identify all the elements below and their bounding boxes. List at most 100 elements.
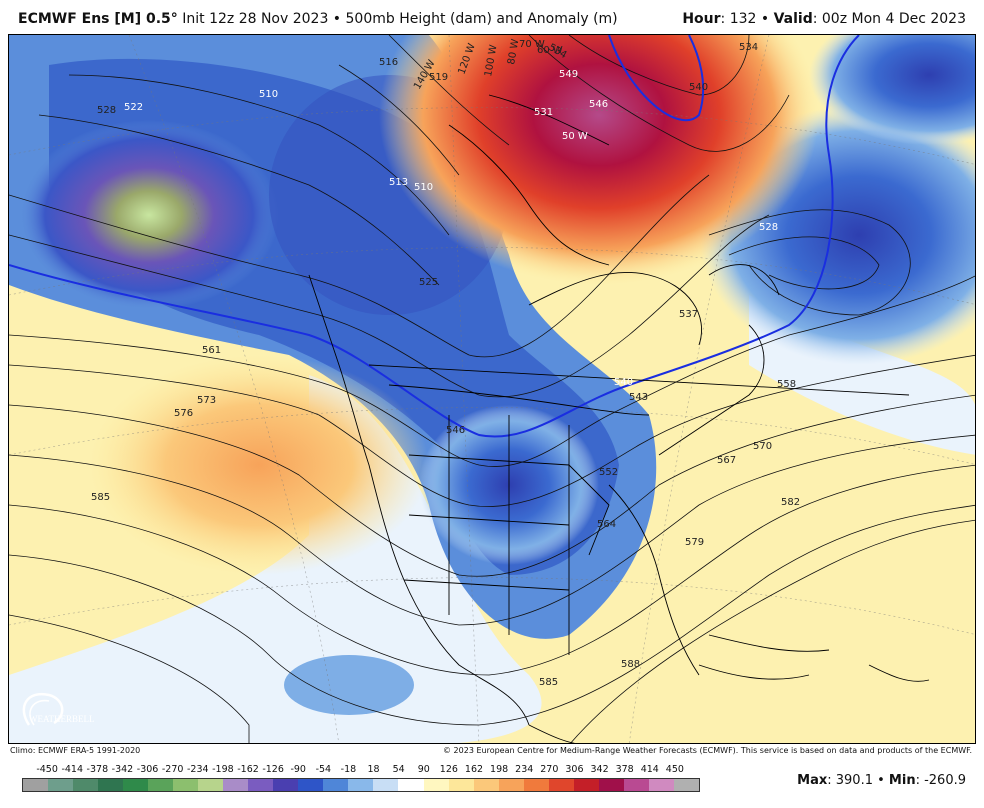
contour-label: 561 xyxy=(202,345,221,356)
contour-label: 588 xyxy=(621,659,640,670)
colorbar-tick-label: 162 xyxy=(464,764,484,775)
colorbar-tick-label: 414 xyxy=(640,764,659,775)
colorbar-tick-label: 306 xyxy=(565,764,584,775)
model-name: ECMWF Ens [M] 0.5° xyxy=(18,11,178,27)
contour-label: 537 xyxy=(679,309,698,320)
valid-time: Hour: 132 • Valid: 00z Mon 4 Dec 2023 xyxy=(682,11,966,27)
colorbar-tick-label: -162 xyxy=(237,764,259,775)
colorbar-tick-label: 198 xyxy=(490,764,509,775)
contour-label: 585 xyxy=(91,492,110,503)
contour-label: 540 xyxy=(689,82,708,93)
contour-label: 564 xyxy=(597,519,616,530)
anomaly-map: 516 519 513 510 510 522 528 525 534 531 … xyxy=(8,34,976,744)
valid-label: Valid xyxy=(773,11,813,27)
colorbar-swatch xyxy=(473,779,499,791)
contour-label: 80 W xyxy=(506,38,521,65)
colorbar-tick-label: 54 xyxy=(392,764,405,775)
header-bar: ECMWF Ens [M] 0.5° Init 12z 28 Nov 2023 … xyxy=(0,0,984,34)
contour-label: 549 xyxy=(559,69,578,80)
colorbar-swatch xyxy=(598,779,624,791)
climo-note: Climo: ECMWF ERA-5 1991-2020 xyxy=(10,746,141,755)
max-min-readout: Max: 390.1 • Min: -260.9 xyxy=(797,773,966,788)
colorbar-tick-label: 270 xyxy=(540,764,559,775)
colorbar-tick-label: 126 xyxy=(439,764,458,775)
colorbar xyxy=(22,778,700,792)
colorbar-tick-label: 18 xyxy=(367,764,380,775)
colorbar-swatch xyxy=(273,779,299,791)
colorbar-tick-label: 378 xyxy=(615,764,634,775)
svg-text:WEATHERBELL: WEATHERBELL xyxy=(29,714,95,724)
contour-label: 582 xyxy=(781,497,800,508)
colorbar-swatch xyxy=(573,779,599,791)
colorbar-tick-label: -90 xyxy=(290,764,306,775)
contour-label: 546 xyxy=(589,99,608,110)
colorbar-swatch xyxy=(73,779,99,791)
max-label: Max xyxy=(797,773,828,788)
contour-label: 552 xyxy=(599,467,618,478)
colorbar-swatch xyxy=(48,779,74,791)
colorbar-tick-label: -54 xyxy=(315,764,332,775)
colorbar-swatch xyxy=(623,779,649,791)
colorbar-tick-label: 234 xyxy=(515,764,534,775)
colorbar-swatch xyxy=(148,779,174,791)
colorbar-tick-label: 450 xyxy=(665,764,684,775)
colorbar-swatch xyxy=(323,779,349,791)
colorbar-swatch xyxy=(298,779,324,791)
colorbar-swatch xyxy=(348,779,374,791)
map-title: ECMWF Ens [M] 0.5° Init 12z 28 Nov 2023 … xyxy=(18,11,618,27)
max-value: : 390.1 • xyxy=(827,773,889,788)
hour-label: Hour xyxy=(682,11,721,27)
colorbar-swatch xyxy=(498,779,524,791)
contour-label: 558 xyxy=(777,379,796,390)
colorbar-tick-label: -450 xyxy=(36,764,58,775)
contour-label: 516 xyxy=(379,57,398,68)
colorbar-tick-label: -126 xyxy=(262,764,284,775)
contour-label: 531 xyxy=(534,107,553,118)
contour-label: 567 xyxy=(717,455,736,466)
colorbar-swatch xyxy=(373,779,399,791)
colorbar-swatch xyxy=(198,779,224,791)
colorbar-tick-label: -414 xyxy=(61,764,83,775)
colorbar-swatch xyxy=(173,779,199,791)
colorbar-swatch xyxy=(98,779,124,791)
contour-label: 540 xyxy=(614,377,633,388)
colorbar-tick-label: 90 xyxy=(417,764,430,775)
colorbar-swatch xyxy=(648,779,674,791)
valid-value: : 00z Mon 4 Dec 2023 xyxy=(812,11,966,27)
contour-label: 510 xyxy=(414,182,433,193)
colorbar-swatch xyxy=(398,779,424,791)
contour-label: 522 xyxy=(124,102,143,113)
colorbar-swatch xyxy=(423,779,449,791)
colorbar-swatch xyxy=(523,779,549,791)
copyright-note: © 2023 European Centre for Medium-Range … xyxy=(443,746,972,755)
contour-label: 525 xyxy=(419,277,438,288)
contour-label: 585 xyxy=(539,677,558,688)
contour-label: 528 xyxy=(97,105,116,116)
min-value: : -260.9 xyxy=(915,773,966,788)
weatherbell-logo: WEATHERBELL xyxy=(22,692,95,726)
contour-label: 579 xyxy=(685,537,704,548)
hour-value: : 132 • xyxy=(720,11,774,27)
colorbar-swatch xyxy=(248,779,274,791)
colorbar-tick-label: -342 xyxy=(111,764,134,775)
contour-label: 534 xyxy=(739,42,758,53)
colorbar-swatch xyxy=(448,779,474,791)
contour-label: 543 xyxy=(629,392,648,403)
colorbar-swatch xyxy=(548,779,574,791)
contour-label: 513 xyxy=(389,177,408,188)
colorbar-tick-label: -378 xyxy=(86,764,109,775)
contour-label: 519 xyxy=(429,72,448,83)
colorbar-swatch xyxy=(23,779,49,791)
colorbar-swatch xyxy=(123,779,149,791)
colorbar-tick-label: -18 xyxy=(340,764,357,775)
init-text: Init 12z 28 Nov 2023 • 500mb Height (dam… xyxy=(177,11,618,27)
colorbar-tick-label: -306 xyxy=(136,764,159,775)
contour-label: 570 xyxy=(753,441,772,452)
contour-label: 573 xyxy=(197,395,216,406)
colorbar-tick-label: 342 xyxy=(590,764,609,775)
colorbar-tick-label: -198 xyxy=(212,764,234,775)
colorbar-swatch xyxy=(673,779,699,791)
min-label: Min xyxy=(888,773,916,788)
contour-label: 576 xyxy=(174,408,193,419)
colorbar-tick-label: -270 xyxy=(161,764,184,775)
